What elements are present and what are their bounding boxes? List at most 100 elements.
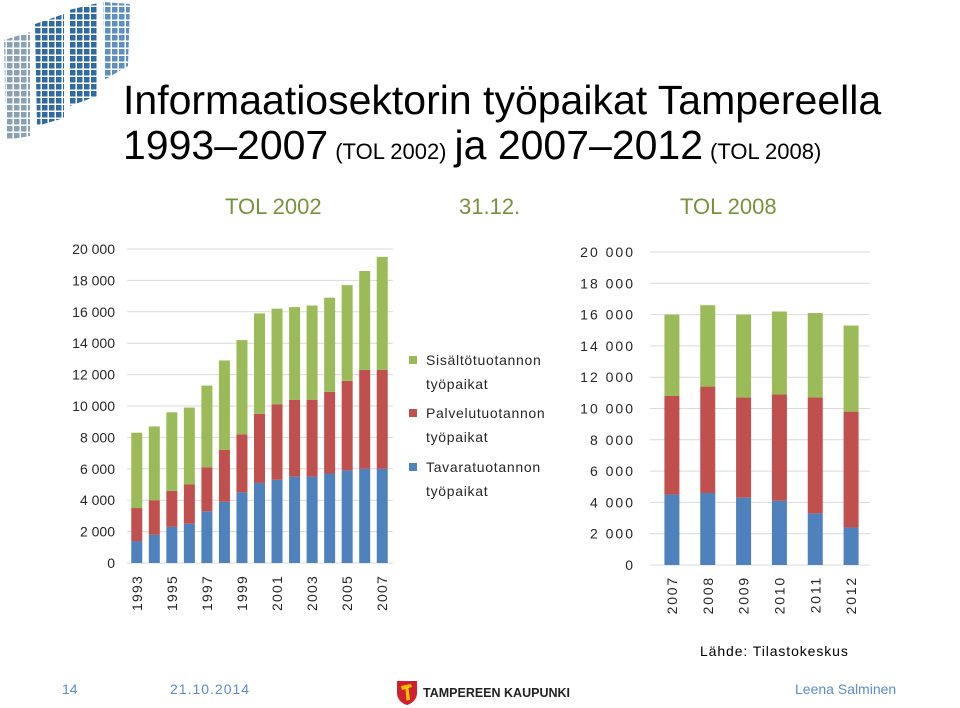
- reference-date: 31.12.: [459, 194, 521, 219]
- bar-palvelutuotanto: [771, 394, 787, 501]
- legend-label: Sisältötuotannon työpaikat: [426, 352, 542, 392]
- bar-palvelutuotanto: [148, 500, 160, 535]
- bar-sisaltotuotanto: [148, 426, 160, 501]
- y-tick-label: 16 000: [72, 304, 115, 320]
- bar-tavaratuotanto: [306, 476, 318, 563]
- legend-item-palvelutuotanto: Palvelutuotannon työpaikat: [409, 401, 559, 449]
- bar-sisaltotuotanto: [843, 325, 859, 412]
- bar-sisaltotuotanto: [131, 432, 143, 509]
- y-tick-label: 2 000: [80, 524, 115, 540]
- legend-swatch-blue: [409, 463, 417, 471]
- slide-title-line-1: Informaatiosektorin työpaikat Tampereell…: [123, 77, 882, 123]
- legend-label: Palvelutuotannon työpaikat: [426, 405, 546, 445]
- y-tick-label: 14 000: [580, 338, 635, 354]
- tampere-coat-of-arms-icon: [397, 681, 417, 705]
- legend-item-tavaratuotanto: Tavaratuotannon työpaikat: [409, 455, 559, 503]
- bar-palvelutuotanto: [183, 484, 195, 524]
- chart-left-title: TOL 2002: [225, 194, 322, 219]
- bar-sisaltotuotanto: [183, 407, 195, 485]
- bar-tavaratuotanto: [376, 468, 388, 563]
- logo-band: [103, 2, 130, 80]
- bar-sisaltotuotanto: [236, 340, 248, 435]
- y-tick-label: 0: [625, 557, 635, 573]
- bar-sisaltotuotanto: [306, 305, 318, 400]
- bar-tavaratuotanto: [341, 470, 353, 563]
- bar-tavaratuotanto: [254, 482, 265, 563]
- bar-palvelutuotanto: [807, 397, 823, 514]
- x-tick-label: 2001: [269, 575, 285, 611]
- bar-tavaratuotanto: [359, 468, 371, 563]
- bar-tavaratuotanto: [771, 500, 787, 565]
- y-tick-label: 14 000: [72, 335, 115, 351]
- informaatio-grid-logo: [4, 2, 130, 140]
- x-tick-label: 2011: [807, 576, 823, 613]
- bar-sisaltotuotanto: [359, 270, 371, 370]
- title-period-2: ja 2007–2012: [454, 122, 704, 168]
- x-tick-label: 2005: [339, 575, 355, 611]
- bar-tavaratuotanto: [664, 494, 680, 565]
- x-tick-label: 1995: [164, 575, 180, 611]
- y-tick-label: 10 000: [72, 398, 115, 414]
- bar-palvelutuotanto: [131, 508, 143, 542]
- slide-title-line-2: 1993–2007 (TOL 2002) ja 2007–2012 (TOL 2008…: [123, 125, 821, 172]
- page-number: 14: [62, 681, 78, 697]
- bar-tavaratuotanto: [148, 534, 160, 563]
- bar-palvelutuotanto: [166, 490, 178, 527]
- y-tick-label: 16 000: [580, 307, 635, 323]
- bar-sisaltotuotanto: [271, 308, 283, 405]
- bar-palvelutuotanto: [218, 449, 230, 502]
- x-tick-label: 2003: [304, 575, 320, 611]
- title-classification-1: (TOL 2002): [335, 139, 447, 164]
- bar-palvelutuotanto: [359, 369, 371, 469]
- bar-palvelutuotanto: [736, 397, 752, 498]
- legend-item-sisaltotuotanto: Sisältötuotannon työpaikat: [409, 348, 559, 396]
- x-tick-label: 2010: [771, 576, 787, 614]
- bar-tavaratuotanto: [236, 492, 248, 563]
- bar-tavaratuotanto: [166, 526, 178, 563]
- legend-swatch-red: [409, 409, 417, 417]
- x-tick-label: 1999: [234, 575, 250, 611]
- bar-sisaltotuotanto: [664, 314, 680, 396]
- legend-label: Tavaratuotannon työpaikat: [426, 459, 541, 499]
- bar-tavaratuotanto: [324, 473, 336, 563]
- logo-band: [35, 14, 64, 126]
- bar-palvelutuotanto: [236, 434, 248, 493]
- y-tick-label: 10 000: [580, 401, 635, 417]
- footer-date: 21.10.2014: [170, 681, 251, 697]
- bar-sisaltotuotanto: [324, 297, 336, 392]
- bar-sisaltotuotanto: [376, 256, 388, 370]
- bar-palvelutuotanto: [306, 399, 318, 477]
- title-period-1: 1993–2007: [123, 122, 329, 168]
- x-tick-label: 2012: [843, 576, 859, 614]
- footer-logo-text: TAMPEREEN KAUPUNKI: [423, 686, 570, 700]
- y-tick-label: 8 000: [80, 429, 115, 445]
- bar-tavaratuotanto: [700, 493, 716, 565]
- bar-palvelutuotanto: [700, 386, 716, 494]
- bar-palvelutuotanto: [254, 413, 265, 483]
- bar-sisaltotuotanto: [341, 285, 353, 381]
- chart-left: 0 2 000 4 000 6 000 8 000 10 000 12 000 14 000 1…: [72, 241, 393, 611]
- y-tick-label: 4 000: [80, 492, 115, 508]
- title-classification-2: (TOL 2008): [710, 139, 822, 164]
- bar-tavaratuotanto: [807, 513, 823, 565]
- bar-tavaratuotanto: [218, 501, 230, 563]
- bar-sisaltotuotanto: [254, 313, 265, 414]
- chart-right-title: TOL 2008: [680, 194, 777, 219]
- bar-palvelutuotanto: [664, 395, 680, 495]
- bar-sisaltotuotanto: [807, 313, 823, 398]
- logo-band: [69, 3, 98, 106]
- bar-tavaratuotanto: [131, 541, 143, 563]
- bar-sisaltotuotanto: [736, 314, 752, 398]
- y-tick-label: 12 000: [580, 369, 635, 385]
- bar-sisaltotuotanto: [218, 360, 230, 450]
- bar-palvelutuotanto: [201, 467, 213, 512]
- x-tick-label: 2007: [664, 576, 680, 614]
- source-note: Lähde: Tilastokeskus: [700, 643, 849, 659]
- x-tick-label: 2007: [374, 575, 390, 611]
- bar-palvelutuotanto: [843, 411, 859, 528]
- y-tick-label: 6 000: [80, 461, 115, 477]
- footer-author: Leena Salminen: [795, 681, 897, 697]
- y-tick-label: 4 000: [590, 494, 635, 510]
- y-tick-label: 20 000: [580, 244, 635, 260]
